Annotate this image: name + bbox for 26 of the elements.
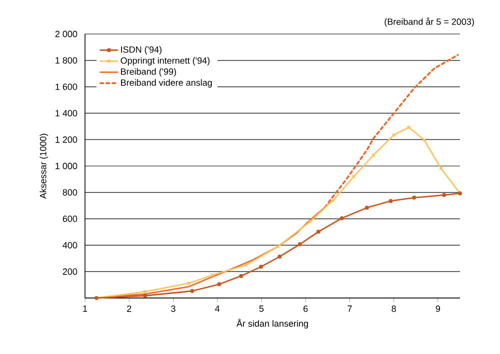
y-axis-title: Aksessar (1000) <box>40 134 48 199</box>
y-tick-label: 1 200 <box>56 136 78 143</box>
y-tick-label: 1 400 <box>56 110 78 116</box>
legend-label: Breiband ('99) <box>121 68 176 77</box>
x-tick-label: 1 <box>83 306 88 312</box>
y-tick-label: 400 <box>62 242 78 248</box>
text: (Breiband år 5 = 2003) <box>384 18 474 27</box>
x-tick-label: 4 <box>215 306 220 312</box>
y-tick-label: 1 000 <box>56 162 78 170</box>
x-tick-label: 2 <box>127 306 132 312</box>
x-axis-title: År sidan lansering <box>236 318 308 328</box>
legend-label: Oppringt internett ('94) <box>120 57 210 66</box>
x-tick-label: 5 <box>259 306 264 312</box>
legend-label: ISDN ('94) <box>121 46 162 55</box>
y-tick-label: 600 <box>62 216 78 222</box>
y-tick-label: 200 <box>62 268 78 275</box>
y-tick-label: 800 <box>62 189 78 196</box>
y-tick-label: 2 000 <box>55 30 78 38</box>
x-tick-label: 7 <box>348 306 352 312</box>
y-tick-label: 1 800 <box>56 57 78 64</box>
x-tick-label: 8 <box>392 306 396 312</box>
y-tick-label: 1 600 <box>56 84 78 90</box>
x-tick-label: 6 <box>304 306 308 312</box>
x-tick-label: 3 <box>171 306 176 312</box>
legend-label: Breiband videre anslag <box>121 79 212 88</box>
x-tick-label: 9 <box>436 306 440 312</box>
